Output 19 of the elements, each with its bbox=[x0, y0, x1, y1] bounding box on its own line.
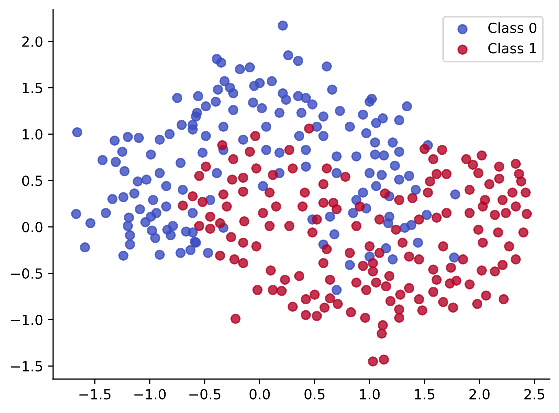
legend-label: Class 1 bbox=[488, 42, 536, 54]
y-tick-label: 2.0 bbox=[22, 36, 43, 48]
x-tick-label: −1.5 bbox=[80, 389, 111, 400]
x-tick-label: 2.0 bbox=[470, 389, 490, 400]
y-tick-label: 0.0 bbox=[22, 222, 43, 233]
x-tick-label: −0.5 bbox=[190, 389, 221, 400]
y-tick-label: 0.5 bbox=[22, 176, 42, 186]
y-tick-label: −1.5 bbox=[11, 361, 42, 372]
x-tick-label: 2.5 bbox=[524, 389, 544, 400]
y-tick-label: −0.5 bbox=[11, 268, 42, 280]
x-tick-label: −1.0 bbox=[134, 389, 166, 400]
x-tick-label: 0.0 bbox=[250, 389, 270, 400]
x-tick-label: 0.5 bbox=[304, 389, 325, 400]
x-tick-label: 1.5 bbox=[415, 389, 435, 400]
y-tick-label: 1.5 bbox=[23, 83, 42, 94]
x-tick-label: 1.0 bbox=[360, 389, 380, 400]
legend-label: Class 0 bbox=[488, 22, 537, 34]
y-tick-label: 1.0 bbox=[23, 129, 43, 140]
y-tick-label: −1.0 bbox=[11, 314, 43, 326]
